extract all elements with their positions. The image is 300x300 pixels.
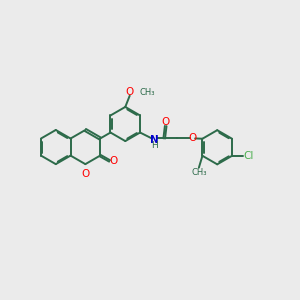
Text: CH₃: CH₃: [139, 88, 154, 97]
Text: O: O: [81, 169, 89, 179]
Text: N: N: [150, 135, 159, 145]
Text: O: O: [126, 87, 134, 97]
Text: O: O: [162, 117, 170, 127]
Text: H: H: [151, 141, 158, 150]
Text: O: O: [110, 157, 118, 166]
Text: Cl: Cl: [243, 151, 254, 161]
Text: CH₃: CH₃: [191, 168, 207, 177]
Text: O: O: [188, 134, 196, 143]
